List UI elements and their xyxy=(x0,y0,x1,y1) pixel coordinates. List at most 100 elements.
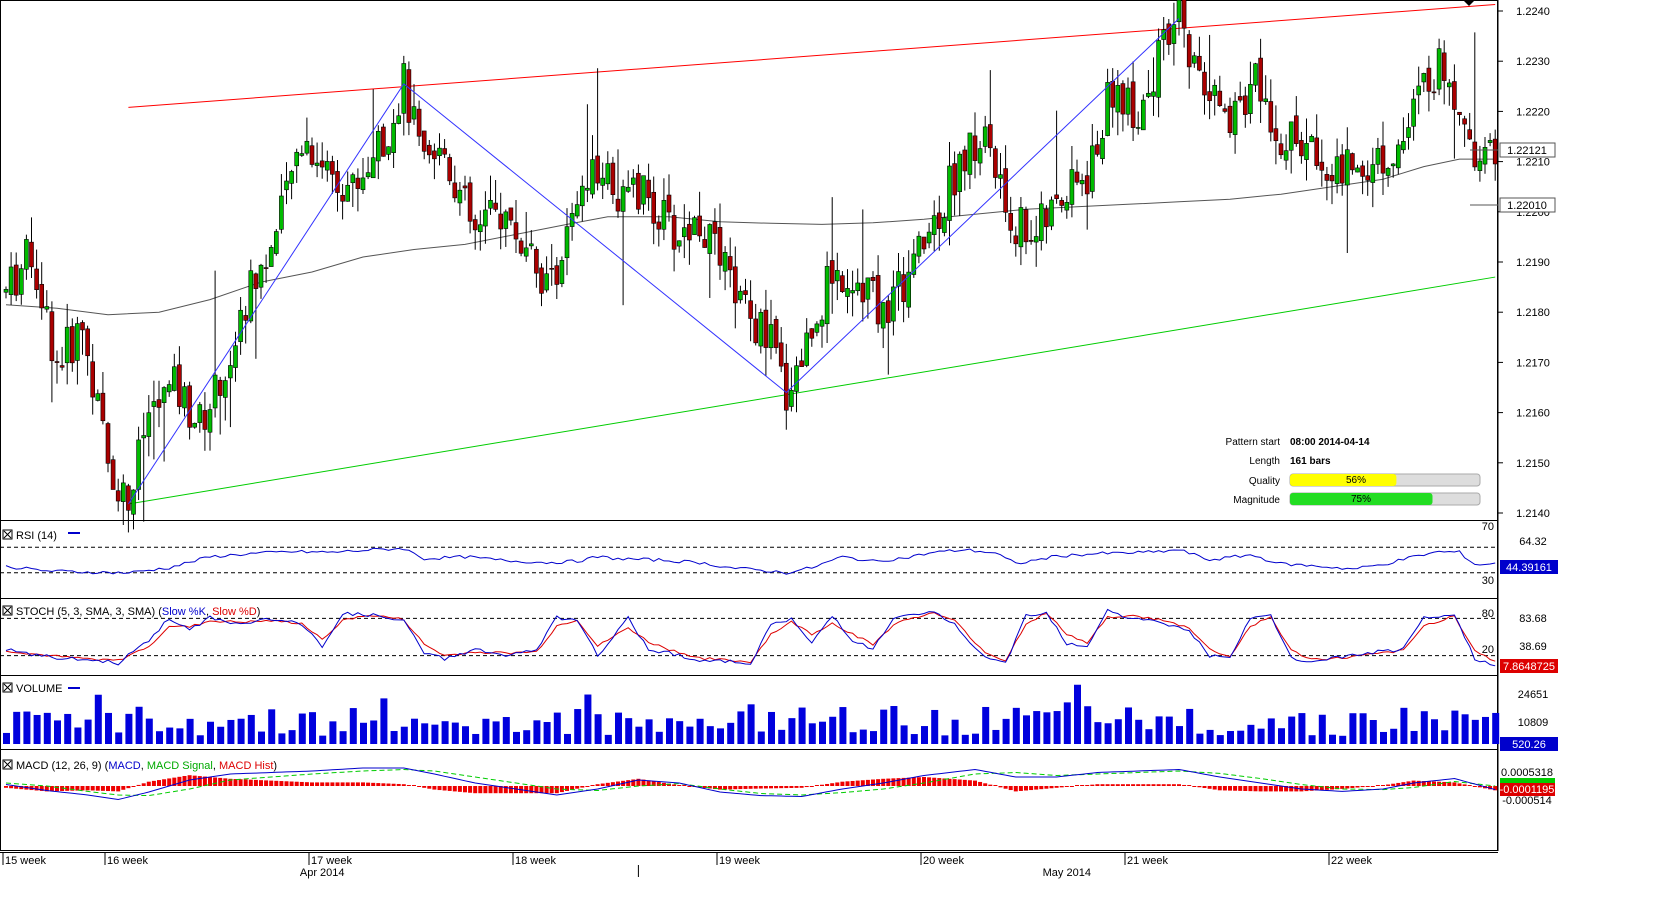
macd-hist-bar xyxy=(937,778,942,786)
macd-hist-bar xyxy=(187,775,192,786)
candle xyxy=(1258,38,1263,123)
macd-hist-bar xyxy=(19,786,24,790)
candle xyxy=(391,109,396,169)
candle xyxy=(875,255,881,333)
candle xyxy=(1013,226,1019,257)
scroll-marker-icon[interactable] xyxy=(1463,0,1475,6)
macd-hist-bar xyxy=(452,786,457,792)
current-price-label: 1.22121 xyxy=(1507,145,1547,157)
macd-hist-bar xyxy=(1488,786,1493,790)
candle-body xyxy=(1482,147,1488,165)
macd-hist-bar xyxy=(947,778,952,786)
rsi-level-low-label: 30 xyxy=(1482,575,1494,587)
pattern-start-value: 08:00 2014-04-14 xyxy=(1290,437,1370,448)
macd-hist-bar xyxy=(646,780,651,786)
macd-hist-bar xyxy=(1018,786,1023,791)
candle-body xyxy=(799,360,804,367)
candle-body xyxy=(151,401,157,407)
candle-body xyxy=(370,157,376,179)
candle-body xyxy=(834,270,840,282)
candle-body xyxy=(528,243,534,247)
candle-body xyxy=(993,148,998,178)
macd-hist-bar xyxy=(315,782,320,786)
volume-bar xyxy=(258,731,265,744)
candle xyxy=(727,237,733,288)
candle xyxy=(778,327,784,373)
macd-hist-bar xyxy=(891,778,896,786)
candle xyxy=(880,302,886,349)
candle-body xyxy=(523,247,529,257)
candle-body xyxy=(273,231,279,254)
candle-body xyxy=(687,223,692,241)
ma-price-marker: 1.22010 xyxy=(1470,197,1556,213)
macd-hist-bar xyxy=(957,779,962,786)
candle-body xyxy=(692,217,697,235)
volume-bar xyxy=(992,729,1000,744)
candle xyxy=(3,286,9,299)
candle xyxy=(432,143,437,180)
candle-body xyxy=(773,319,779,348)
candle xyxy=(1385,166,1391,187)
candle-body xyxy=(29,241,34,268)
candle-body xyxy=(534,248,539,274)
macd-hist-bar xyxy=(784,786,789,789)
macd-hist-bar xyxy=(1284,786,1289,792)
volume-bar xyxy=(829,716,837,744)
candle-body xyxy=(3,289,9,293)
candle-body xyxy=(110,459,116,490)
volume-bar xyxy=(1043,712,1051,744)
macd-hist-bar xyxy=(162,779,167,786)
macd-hist-bar xyxy=(876,779,881,786)
candle-body xyxy=(702,239,708,248)
macd-hist-bar xyxy=(1100,784,1105,786)
candle-body xyxy=(518,240,524,254)
volume-bar xyxy=(513,731,520,744)
candle xyxy=(753,303,759,346)
candle xyxy=(1431,79,1437,100)
candle xyxy=(987,70,993,157)
candle xyxy=(360,158,366,194)
stoch-panel: STOCH (5, 3, SMA, 3, SMA) (Slow %K, Slow… xyxy=(0,605,1558,673)
candle xyxy=(758,308,764,354)
rsi-line xyxy=(5,547,1496,575)
pattern-start-label: Pattern start xyxy=(1226,437,1281,448)
candle xyxy=(773,315,779,354)
candle xyxy=(105,421,111,473)
candle xyxy=(523,211,529,262)
volume-bar xyxy=(533,720,541,744)
candle-body xyxy=(1039,203,1044,242)
candle xyxy=(1171,2,1177,66)
candle-body xyxy=(615,198,621,212)
volume-bar xyxy=(217,726,225,744)
volume-bar xyxy=(839,707,847,744)
candle-body xyxy=(355,177,361,189)
volume-bar xyxy=(33,714,41,744)
macd-hist-bar xyxy=(90,786,95,791)
candle xyxy=(534,246,539,288)
candle xyxy=(763,289,769,376)
price-tick-label: 1.2180 xyxy=(1516,307,1550,319)
candle-body xyxy=(1156,40,1161,98)
candle-body xyxy=(967,132,973,175)
candle xyxy=(1304,118,1309,181)
candle-body xyxy=(998,174,1003,179)
macd-hist-bar xyxy=(1273,786,1278,792)
candle xyxy=(39,262,45,320)
candle-body xyxy=(977,148,983,164)
candle xyxy=(993,145,998,189)
candle-body xyxy=(804,332,810,366)
candle xyxy=(1309,134,1314,143)
macd-hist-bar xyxy=(264,780,269,786)
macd-hist-bar xyxy=(457,786,462,792)
volume-bar xyxy=(462,726,469,744)
volume-bar xyxy=(1084,706,1092,744)
candle xyxy=(1314,114,1319,170)
macd-hist-bar xyxy=(483,786,488,794)
candle-body xyxy=(24,239,29,270)
macd-hist-bar xyxy=(809,786,814,787)
month-label: May 2014 xyxy=(1043,867,1091,879)
candle-body xyxy=(1472,141,1478,168)
candle xyxy=(1416,66,1421,115)
candle-body xyxy=(182,386,187,409)
macd-hist-bar xyxy=(636,778,641,786)
